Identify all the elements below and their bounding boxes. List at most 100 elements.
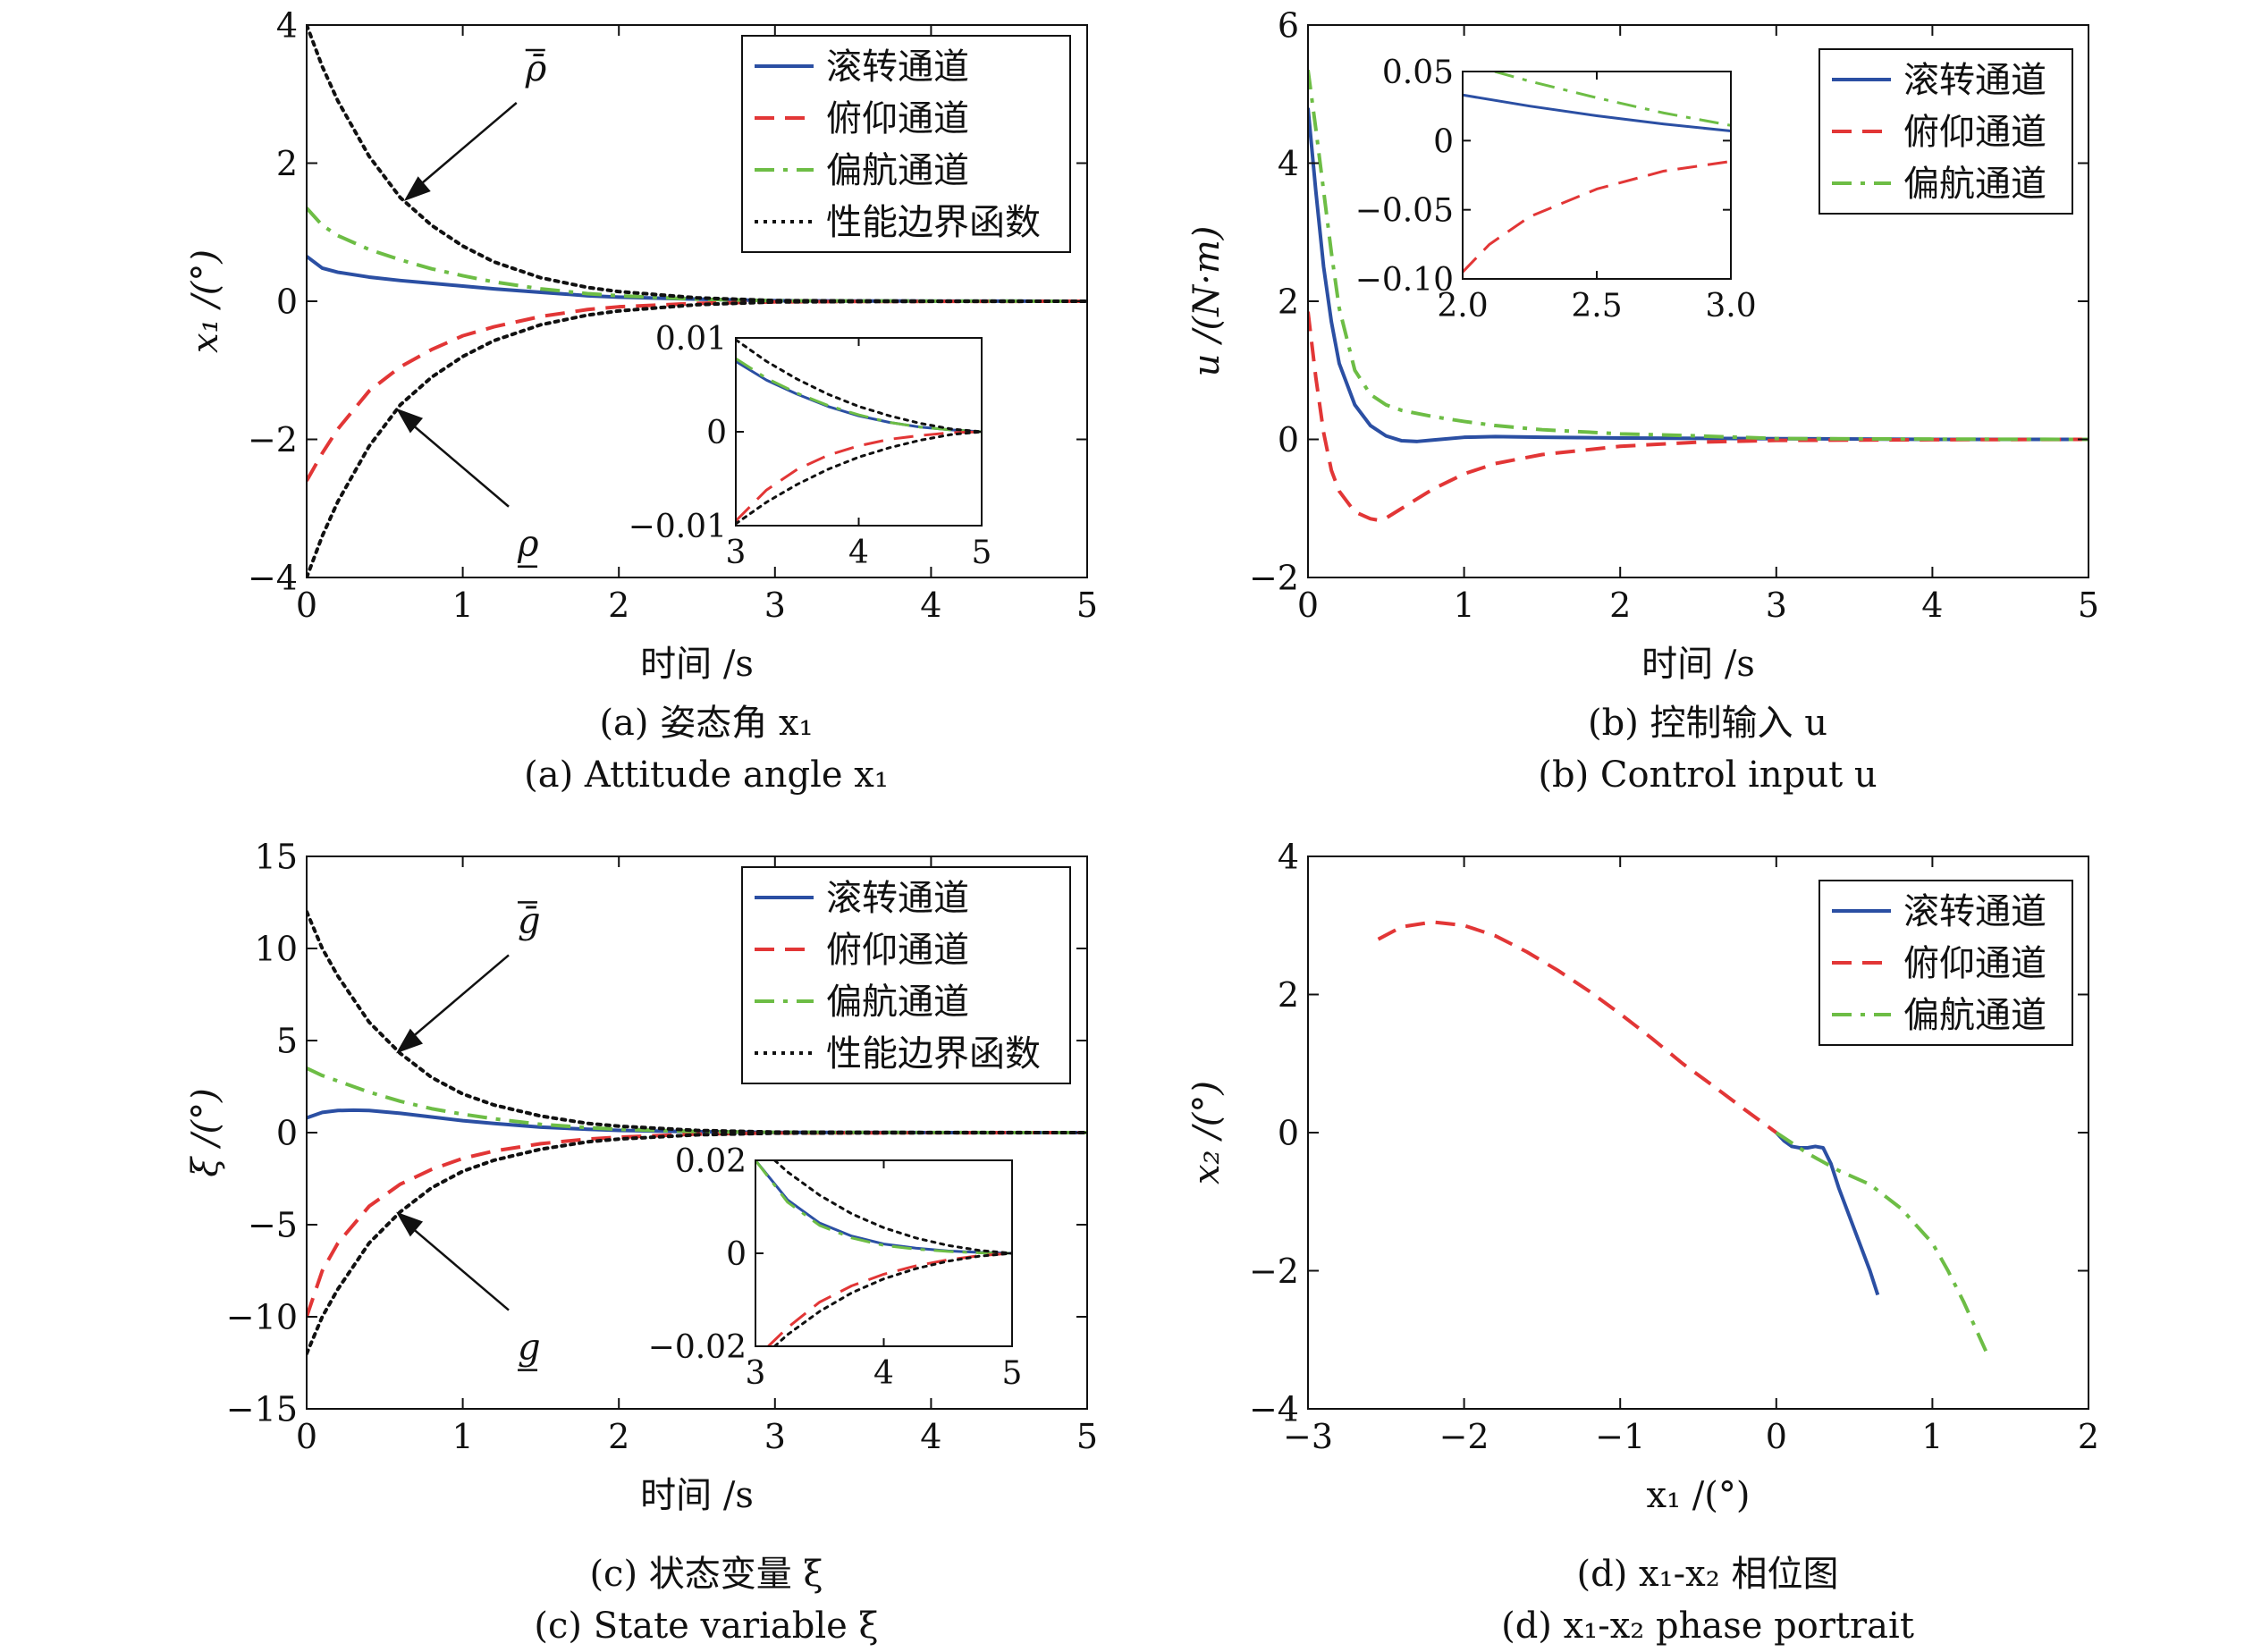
- legend-label-yaw: 偏航通道: [1903, 164, 2046, 205]
- panel-b-series-roll-0: [1308, 107, 2088, 443]
- panel-a-series-bound-4: [307, 299, 1087, 577]
- inset-c-ytick-label: −0.02: [648, 1329, 747, 1366]
- legend-label-pitch: 俯仰通道: [1903, 943, 2046, 984]
- panel-a-xtick-label: 2: [608, 586, 629, 625]
- inset-b-xtick-label: 2.0: [1437, 288, 1488, 324]
- panel-c-xtick-label: 1: [452, 1417, 474, 1456]
- panel-d-xlabel: x₁ /(°): [1647, 1475, 1751, 1516]
- panel-b-ytick-label: 6: [1278, 6, 1299, 46]
- annotation-arrowhead: [396, 1028, 424, 1054]
- panel-c-ytick-label: −10: [226, 1298, 298, 1337]
- inset-c-xtick-label: 4: [873, 1355, 894, 1392]
- panel-a-inset: 3 4 5 −0.01 0 0.01: [629, 321, 992, 571]
- panel-a-xtick-label: 1: [452, 586, 474, 625]
- inset-b-series-group: [1463, 72, 1731, 274]
- panel-d-xtick-label: 2: [2078, 1417, 2099, 1456]
- panel-b-xtick-label: 0: [1297, 586, 1319, 625]
- panel-c-ytick-label: 5: [276, 1022, 298, 1061]
- panel-c-annotation-1: g: [396, 1211, 541, 1371]
- panel-d-ytick-label: −4: [1249, 1390, 1299, 1429]
- panel-d-ytick-label: −2: [1249, 1252, 1299, 1291]
- caption-d-en: (d) x₁-x₂ phase portrait: [1501, 1606, 1914, 1647]
- annotation-label: ρ̄: [525, 48, 547, 89]
- panel-b-ytick-label: 4: [1278, 144, 1299, 183]
- panel-a-xtick-label: 3: [764, 586, 786, 625]
- panel-d-series-yaw-2: [1775, 1131, 1989, 1355]
- inset-b-series-pitch-2: [1463, 160, 1731, 274]
- inset-b-series-yaw-1: [1494, 72, 1731, 127]
- inset-c-ytick-label: 0: [726, 1236, 747, 1273]
- panel-b-xlabel: 时间 /s: [1641, 644, 1755, 685]
- inset-a-ytick-label: 0.01: [655, 321, 727, 358]
- inset-c-plot-area: [755, 1160, 1012, 1346]
- caption-b-cn: (b) 控制输入 u: [1587, 703, 1827, 744]
- annotation-arrow-shaft: [408, 102, 518, 195]
- legend-label-pitch: 俯仰通道: [1903, 112, 2046, 153]
- panel-c-xtick-label: 0: [296, 1417, 317, 1456]
- panel-b-ylabel: u /(N·m): [1186, 226, 1228, 377]
- caption-b: (b) 控制输入 u (b) Control input u: [1216, 697, 2199, 801]
- caption-a-en: (a) Attitude angle x₁: [524, 754, 889, 796]
- panel-b-series-pitch-1: [1308, 311, 2088, 522]
- panel-c-xtick-label: 4: [920, 1417, 941, 1456]
- panel-c-ytick-label: −15: [226, 1390, 298, 1429]
- panel-c-series-group: [307, 909, 1087, 1356]
- panel-b-xtick-label: 2: [1609, 586, 1631, 625]
- legend-box: [1818, 880, 2073, 1046]
- legend-label-yaw: 偏航通道: [1903, 995, 2046, 1036]
- panel-b-xtick-label: 3: [1766, 586, 1787, 625]
- caption-b-en: (b) Control input u: [1538, 754, 1878, 796]
- chart-panel-c: 0 1 2 3 4 5 −15 −10 −5 0 5 10 15 时间 /s ξ /(°) ḡ g 滚转通道俯仰通…: [185, 838, 1098, 1516]
- panel-a-ytick-label: −4: [248, 559, 298, 598]
- inset-a-xtick-label: 4: [848, 535, 869, 571]
- inset-b-xtick-label: 3.0: [1705, 288, 1756, 324]
- panel-c-xtick-label: 2: [608, 1417, 629, 1456]
- inset-b-plot-area: [1463, 72, 1731, 279]
- legend-label-pitch: 俯仰通道: [826, 98, 969, 139]
- inset-a-ytick-label: 0: [706, 415, 727, 451]
- panel-d-ytick-label: 4: [1278, 838, 1299, 877]
- annotation-arrowhead: [396, 1211, 424, 1237]
- inset-b-xtick-label: 2.5: [1571, 288, 1622, 324]
- caption-d: (d) x₁-x₂ 相位图 (d) x₁-x₂ phase portrait: [1216, 1548, 2199, 1652]
- inset-c-ytick-label: 0.02: [675, 1143, 747, 1180]
- inset-c-xtick-label: 5: [1002, 1355, 1023, 1392]
- panel-a-xtick-label: 4: [920, 586, 941, 625]
- panel-d-series-group: [1377, 920, 1989, 1355]
- legend-box: [741, 35, 1071, 253]
- inset-a-series-group: [736, 338, 982, 526]
- inset-b-ytick-label: −0.10: [1355, 262, 1454, 299]
- panel-d-ylabel: x₂ /(°): [1186, 1081, 1228, 1184]
- panel-b-ytick-label: 2: [1278, 282, 1299, 322]
- panel-a-ytick-label: 0: [276, 282, 298, 322]
- panel-c-series-bound-4: [307, 1131, 1087, 1356]
- inset-a-series-yaw-1: [736, 357, 982, 434]
- inset-c-series-bound-3: [773, 1160, 1012, 1255]
- panel-d-xtick-label: −1: [1595, 1417, 1645, 1456]
- panel-c-xtick-label: 5: [1076, 1417, 1098, 1456]
- legend-label-pitch: 俯仰通道: [826, 930, 969, 971]
- legend-label-yaw: 偏航通道: [826, 150, 969, 191]
- panel-a-ytick-label: 2: [276, 144, 298, 183]
- annotation-arrow-shaft: [401, 414, 510, 508]
- panel-d-ytick-label: 2: [1278, 975, 1299, 1015]
- panel-b-ytick-label: 0: [1278, 420, 1299, 459]
- annotation-arrow-shaft: [401, 954, 510, 1048]
- inset-a-plot-area: [736, 338, 982, 526]
- legend-label-roll: 滚转通道: [1903, 891, 2046, 932]
- inset-c-series-group: [755, 1160, 1012, 1346]
- panel-a-ylabel: x₁ /(°): [185, 249, 226, 353]
- annotation-arrowhead: [396, 408, 424, 434]
- inset-a-series-bound-4: [736, 430, 982, 526]
- panel-d-series-roll-0: [1775, 1131, 1880, 1296]
- legend-label-bound: 性能边界函数: [826, 1033, 1041, 1075]
- panel-b-ytick-label: −2: [1249, 559, 1299, 598]
- annotation-arrowhead: [403, 176, 431, 201]
- caption-a: (a) 姿态角 x₁ (a) Attitude angle x₁: [215, 697, 1198, 801]
- panel-a-ytick-label: 4: [276, 6, 298, 46]
- panel-c-inset: 3 4 5 −0.02 0 0.02: [648, 1143, 1023, 1392]
- legend-box: [741, 866, 1071, 1084]
